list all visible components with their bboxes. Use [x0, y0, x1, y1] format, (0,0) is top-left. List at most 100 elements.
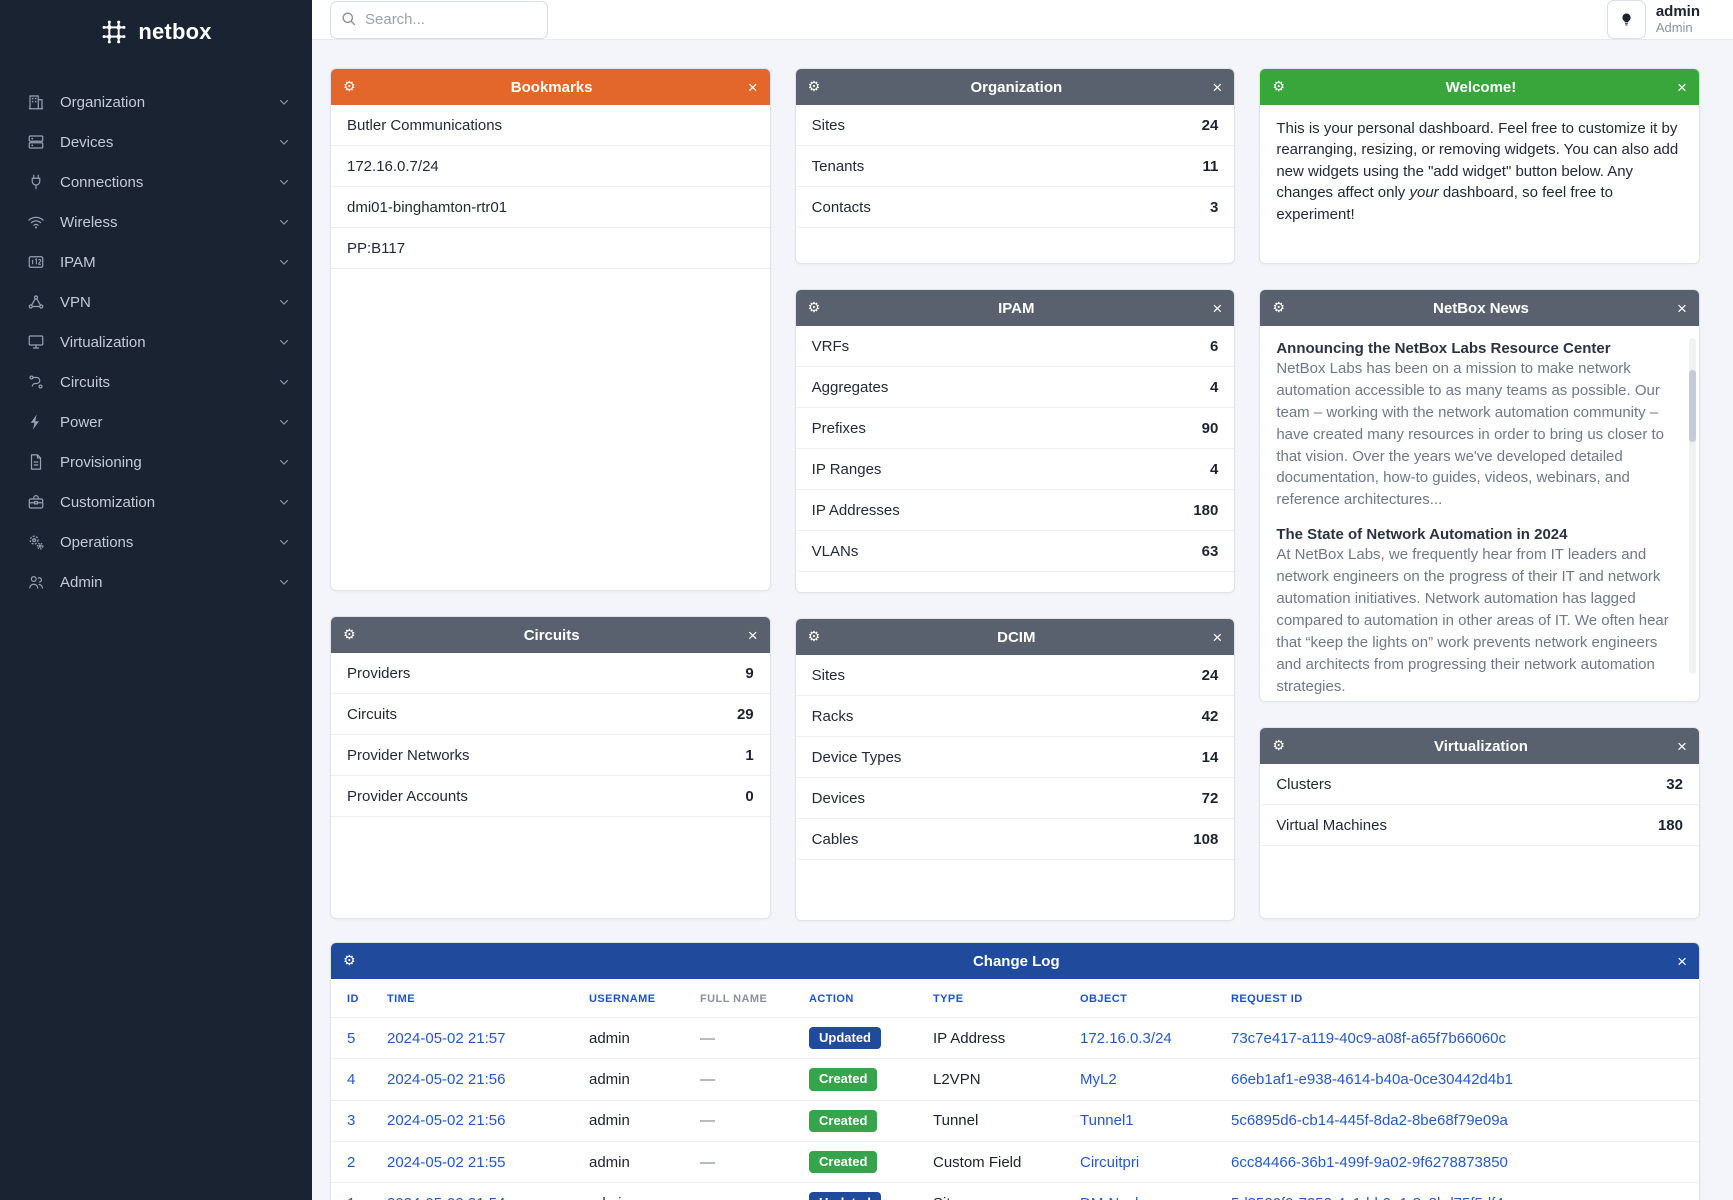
- stat-label[interactable]: IP Addresses: [811, 501, 900, 519]
- sidebar-item-connections[interactable]: Connections: [0, 162, 312, 202]
- netbox-logo[interactable]: netbox: [0, 0, 312, 56]
- sidebar-item-operations[interactable]: Operations: [0, 522, 312, 562]
- sidebar-item-provisioning[interactable]: Provisioning: [0, 442, 312, 482]
- stat-label[interactable]: Prefixes: [811, 419, 866, 437]
- bookmark-label[interactable]: dmi01-binghamton-rtr01: [347, 198, 508, 216]
- close-icon[interactable]: ×: [1677, 951, 1687, 971]
- theme-toggle-button[interactable]: [1606, 0, 1646, 39]
- stat-label[interactable]: Aggregates: [811, 378, 889, 396]
- column-header-object[interactable]: OBJECT: [1080, 993, 1128, 1005]
- bookmark-item[interactable]: PP:B117: [331, 228, 770, 269]
- column-header-action[interactable]: ACTION: [809, 993, 854, 1005]
- change-id-link[interactable]: 2: [331, 1140, 377, 1183]
- gear-icon[interactable]: ⚙: [807, 629, 821, 645]
- sidebar-item-admin[interactable]: Admin: [0, 562, 312, 602]
- stat-label[interactable]: VLANs: [811, 542, 859, 560]
- stat-row[interactable]: Racks 42: [795, 696, 1235, 737]
- stat-label[interactable]: VRFs: [811, 337, 850, 355]
- stat-label[interactable]: Contacts: [811, 198, 871, 216]
- change-id-link[interactable]: 1: [331, 1182, 377, 1200]
- change-id-link[interactable]: 5: [331, 1016, 377, 1059]
- stat-row[interactable]: Contacts 3: [795, 187, 1235, 228]
- stat-label[interactable]: Racks: [811, 707, 854, 725]
- change-request-id-link[interactable]: 5d3520f9-7252-4c1d-b9e1-8c8bd75f5df4: [1221, 1182, 1699, 1200]
- column-header-type[interactable]: TYPE: [933, 993, 964, 1005]
- bookmark-item[interactable]: dmi01-binghamton-rtr01: [331, 187, 770, 228]
- stat-row[interactable]: Provider Accounts 0: [331, 776, 770, 817]
- stat-label[interactable]: Virtual Machines: [1276, 816, 1387, 834]
- stat-label[interactable]: Devices: [811, 789, 866, 807]
- stat-label[interactable]: Sites: [811, 116, 846, 134]
- sidebar-item-power[interactable]: Power: [0, 402, 312, 442]
- close-icon[interactable]: ×: [1677, 77, 1687, 97]
- stat-label[interactable]: Cables: [811, 830, 859, 848]
- change-id-link[interactable]: 3: [331, 1099, 377, 1142]
- close-icon[interactable]: ×: [1212, 77, 1223, 97]
- gear-icon[interactable]: ⚙: [343, 953, 356, 969]
- change-object-link[interactable]: 172.16.0.3/24: [1070, 1016, 1221, 1059]
- stat-row[interactable]: Clusters 32: [1260, 764, 1699, 805]
- change-request-id-link[interactable]: 6cc84466-36b1-499f-9a02-9f6278873850: [1221, 1140, 1699, 1183]
- stat-row[interactable]: Circuits 29: [331, 694, 770, 735]
- stat-row[interactable]: Providers 9: [331, 653, 770, 694]
- stat-row[interactable]: Prefixes 90: [795, 408, 1235, 449]
- change-time-link[interactable]: 2024-05-02 21:56: [377, 1058, 579, 1101]
- column-header-id[interactable]: ID: [347, 993, 359, 1005]
- change-time-link[interactable]: 2024-05-02 21:54: [377, 1182, 579, 1200]
- stat-label[interactable]: Device Types: [811, 748, 902, 766]
- gear-icon[interactable]: ⚙: [343, 79, 356, 95]
- change-object-link[interactable]: MyL2: [1070, 1058, 1221, 1101]
- close-icon[interactable]: ×: [1677, 298, 1687, 318]
- column-header-time[interactable]: TIME: [387, 993, 416, 1005]
- stat-label[interactable]: Provider Accounts: [347, 787, 468, 805]
- close-icon[interactable]: ×: [747, 625, 758, 645]
- bookmark-label[interactable]: PP:B117: [347, 239, 406, 257]
- change-time-link[interactable]: 2024-05-02 21:57: [377, 1016, 579, 1059]
- gear-icon[interactable]: ⚙: [1272, 79, 1285, 95]
- stat-label[interactable]: IP Ranges: [811, 460, 882, 478]
- change-object-link[interactable]: DM-Nashua: [1070, 1182, 1221, 1200]
- stat-row[interactable]: Virtual Machines 180: [1260, 805, 1699, 846]
- stat-row[interactable]: Tenants 11: [795, 146, 1235, 187]
- close-icon[interactable]: ×: [1212, 298, 1223, 318]
- news-article-title[interactable]: Announcing the NetBox Labs Resource Cent…: [1276, 340, 1611, 357]
- stat-row[interactable]: VRFs 6: [795, 326, 1235, 367]
- column-header-username[interactable]: USERNAME: [589, 993, 656, 1005]
- sidebar-item-virtualization[interactable]: Virtualization: [0, 322, 312, 362]
- change-request-id-link[interactable]: 66eb1af1-e938-4614-b40a-0ce30442d4b1: [1221, 1058, 1699, 1101]
- bookmark-label[interactable]: Butler Communications: [347, 116, 503, 134]
- sidebar-item-organization[interactable]: Organization: [0, 82, 312, 122]
- stat-label[interactable]: Tenants: [811, 157, 865, 175]
- stat-label[interactable]: Provider Networks: [347, 746, 470, 764]
- stat-label[interactable]: Clusters: [1276, 775, 1332, 793]
- stat-row[interactable]: Sites 24: [795, 655, 1235, 696]
- close-icon[interactable]: ×: [1677, 736, 1687, 756]
- column-header-request-id[interactable]: REQUEST ID: [1231, 993, 1303, 1005]
- change-object-link[interactable]: Circuitpri: [1070, 1140, 1221, 1183]
- gear-icon[interactable]: ⚙: [1272, 300, 1285, 316]
- stat-row[interactable]: Devices 72: [795, 778, 1235, 819]
- stat-row[interactable]: VLANs 63: [795, 531, 1235, 572]
- stat-row[interactable]: Sites 24: [795, 105, 1235, 146]
- sidebar-item-wireless[interactable]: Wireless: [0, 202, 312, 242]
- scrollbar-thumb[interactable]: [1688, 370, 1696, 442]
- news-article-title[interactable]: The State of Network Automation in 2024: [1276, 526, 1568, 544]
- bookmark-label[interactable]: 172.16.0.7/24: [347, 157, 439, 175]
- change-id-link[interactable]: 4: [331, 1058, 377, 1101]
- search-input[interactable]: [330, 0, 548, 39]
- scrollbar-track[interactable]: [1688, 338, 1696, 674]
- stat-row[interactable]: IP Addresses 180: [795, 490, 1235, 531]
- change-request-id-link[interactable]: 5c6895d6-cb14-445f-8da2-8be68f79e09a: [1221, 1099, 1699, 1142]
- stat-label[interactable]: Sites: [811, 666, 846, 684]
- stat-row[interactable]: Provider Networks 1: [331, 735, 770, 776]
- gear-icon[interactable]: ⚙: [807, 300, 821, 316]
- bookmark-item[interactable]: Butler Communications: [331, 105, 770, 146]
- sidebar-item-ipam[interactable]: IPAM: [0, 242, 312, 282]
- stat-row[interactable]: Aggregates 4: [795, 367, 1235, 408]
- sidebar-item-devices[interactable]: Devices: [0, 122, 312, 162]
- change-object-link[interactable]: Tunnel1: [1070, 1099, 1221, 1142]
- user-menu[interactable]: admin Admin: [1656, 3, 1700, 35]
- stat-row[interactable]: IP Ranges 4: [795, 449, 1235, 490]
- stat-row[interactable]: Cables 108: [795, 819, 1235, 860]
- close-icon[interactable]: ×: [1212, 627, 1223, 647]
